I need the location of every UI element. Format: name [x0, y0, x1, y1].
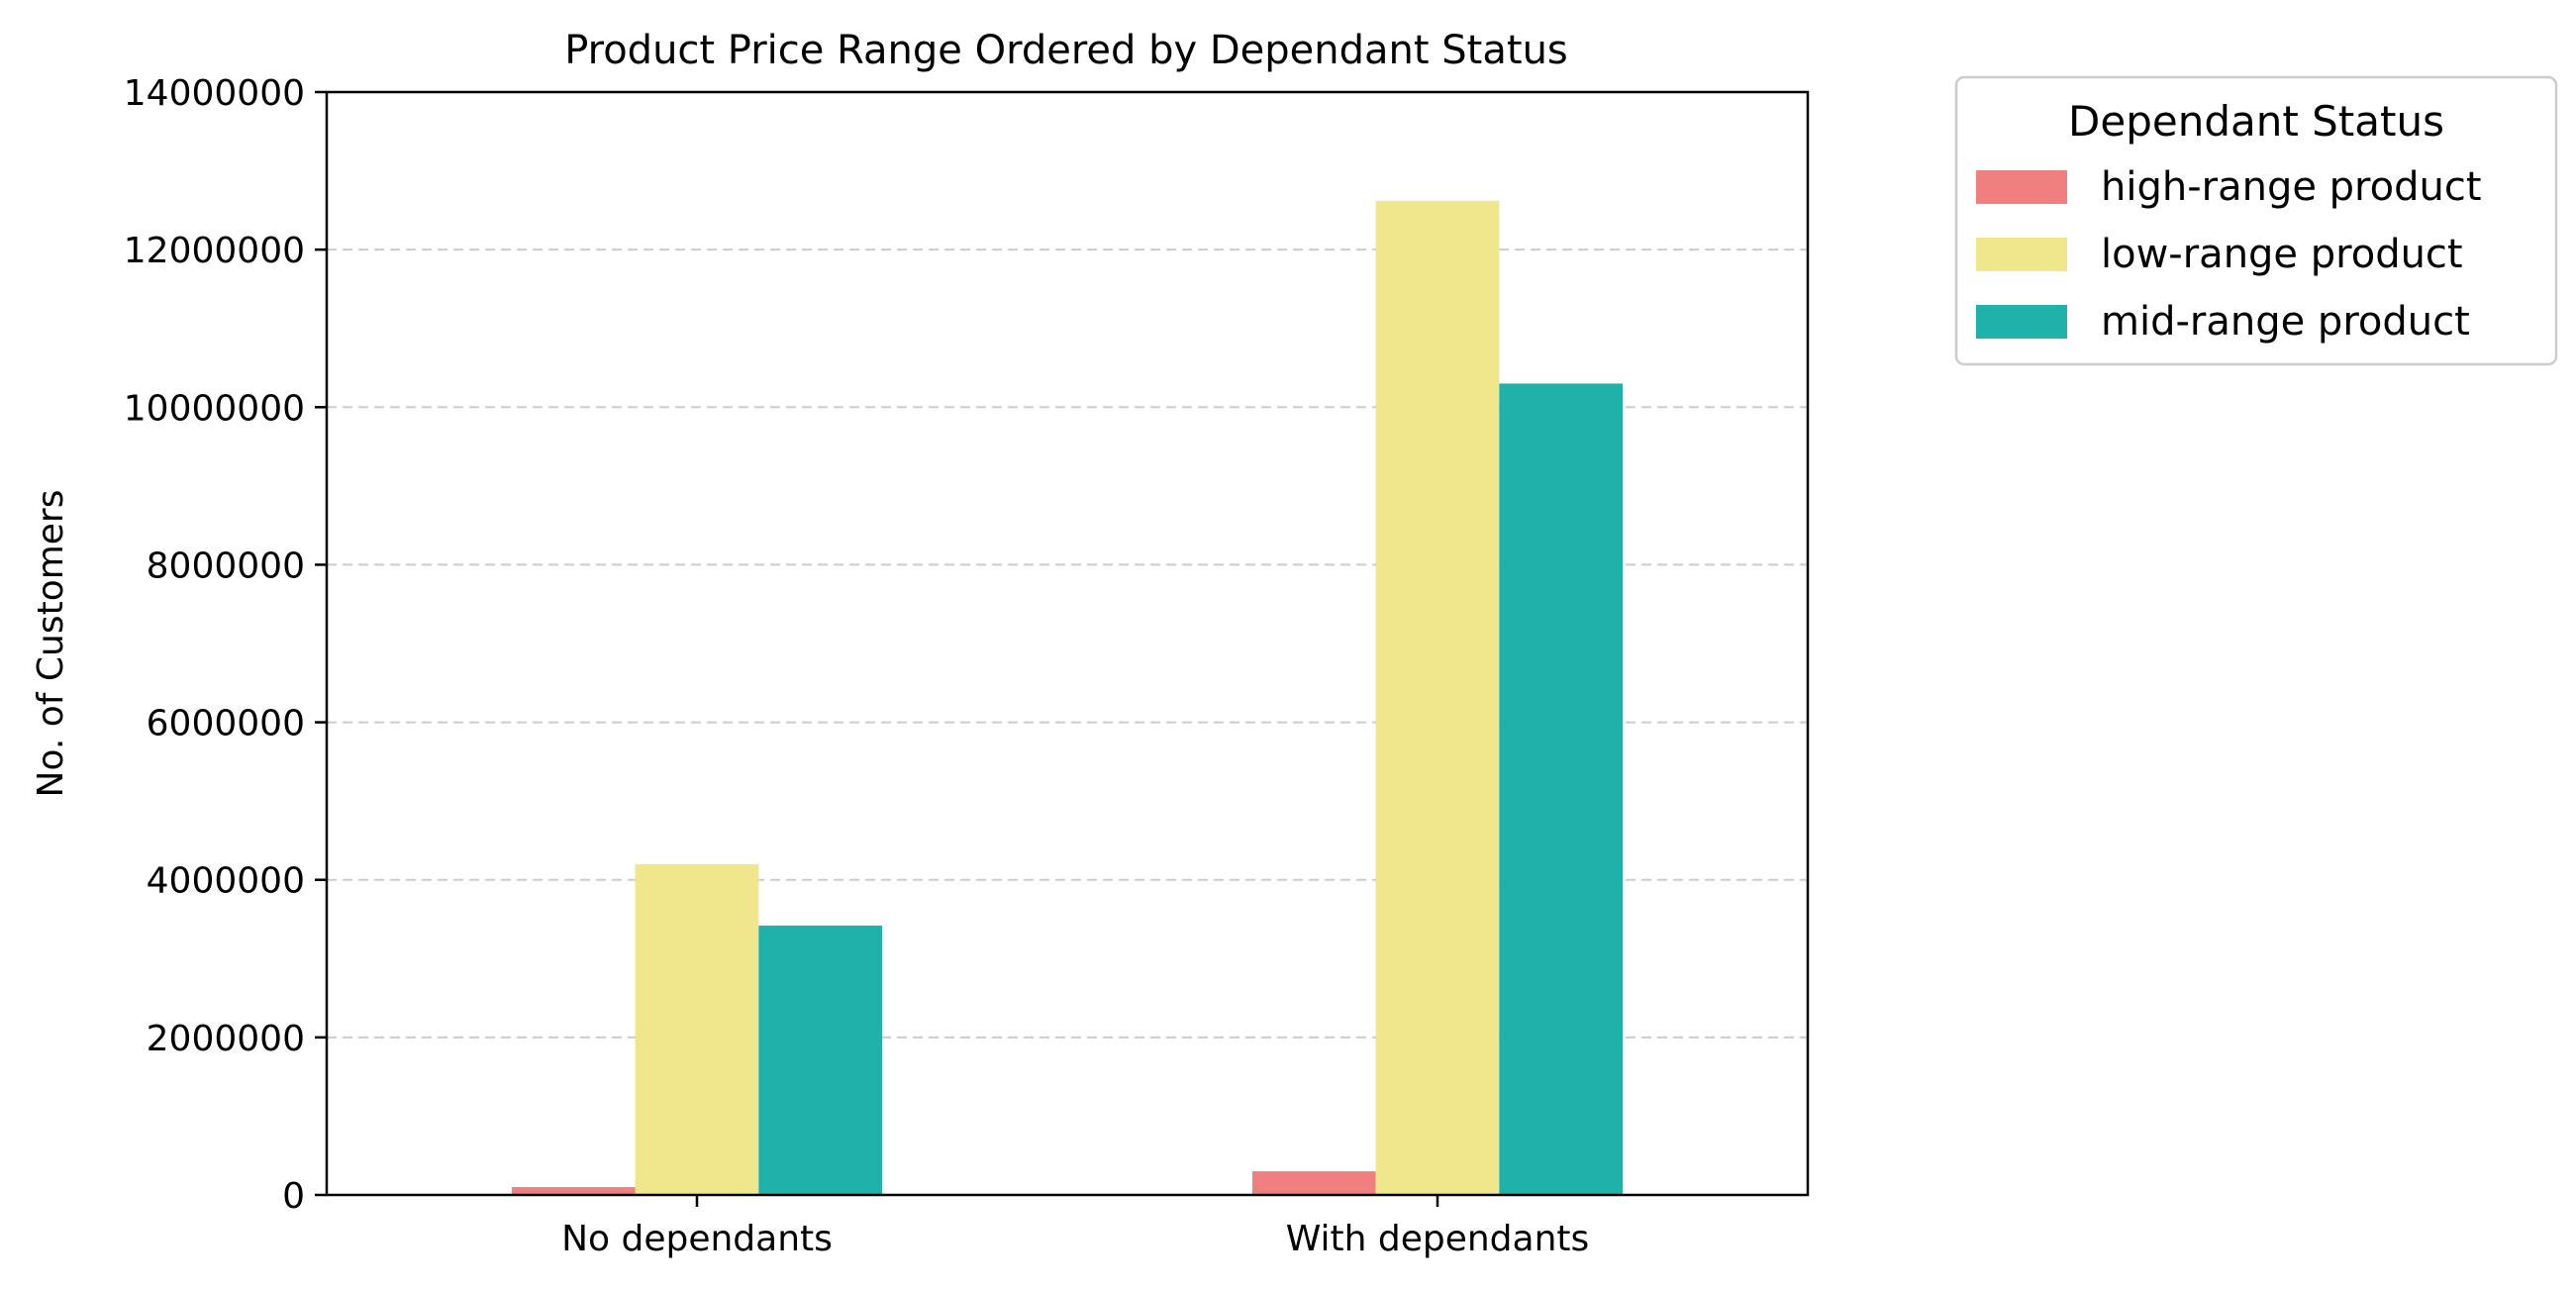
y-tick-label: 0 — [282, 1176, 305, 1217]
legend: Dependant Status high-range product low-r… — [1954, 75, 2558, 366]
x-axis: No dependants With dependants — [561, 1195, 1589, 1259]
legend-label: mid-range product — [2101, 299, 2470, 345]
legend-label: high-range product — [2101, 164, 2482, 210]
bar-with-dependants-high-range-product — [1252, 1171, 1376, 1195]
legend-items: high-range product low-range product mid-r… — [1976, 164, 2482, 345]
y-tick-label: 2000000 — [147, 1019, 305, 1059]
legend-label: low-range product — [2101, 232, 2463, 277]
y-tick-label: 4000000 — [147, 861, 305, 902]
chart-title: Product Price Range Ordered by Dependant… — [564, 28, 1568, 73]
bar-no-dependants-high-range-product — [512, 1187, 636, 1195]
plot-frame — [325, 90, 1810, 1197]
legend-title: Dependant Status — [2068, 97, 2444, 146]
x-tick-label: With dependants — [1286, 1219, 1590, 1259]
y-tick-label: 8000000 — [147, 545, 305, 586]
y-axis: 0 2000000 4000000 6000000 8000000 10000000 120… — [124, 73, 327, 1217]
legend-swatch — [1976, 170, 2067, 204]
bar-no-dependants-low-range-product — [635, 863, 759, 1195]
x-tick-label: No dependants — [561, 1219, 833, 1259]
legend-swatch — [1976, 238, 2067, 271]
legend-swatch — [1976, 305, 2067, 339]
gridlines — [327, 248, 1808, 1039]
bar-no-dependants-mid-range-product — [758, 925, 882, 1195]
bars — [512, 200, 1623, 1195]
y-tick-label: 10000000 — [124, 388, 305, 429]
y-tick-label: 6000000 — [147, 704, 305, 744]
y-axis-title: No. of Customers — [31, 490, 71, 798]
y-tick-label: 12000000 — [124, 231, 305, 271]
bar-with-dependants-mid-range-product — [1499, 383, 1623, 1195]
y-tick-label: 14000000 — [124, 73, 305, 114]
legend-frame — [1954, 75, 2558, 366]
bar-with-dependants-low-range-product — [1375, 200, 1500, 1195]
